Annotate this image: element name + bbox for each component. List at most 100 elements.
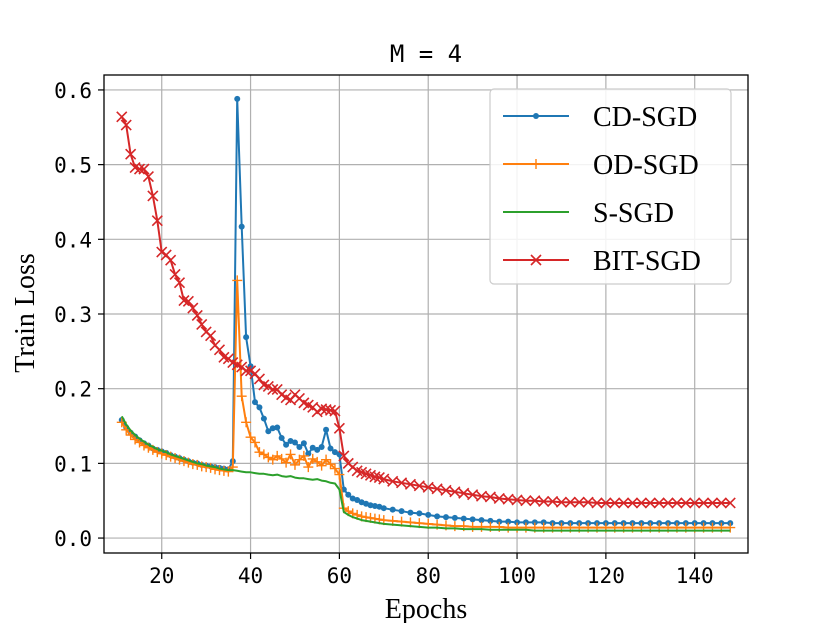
- data-point: [514, 519, 521, 526]
- data-point: [314, 446, 321, 453]
- data-point: [404, 478, 417, 490]
- legend-label: BIT-SGD: [593, 246, 701, 277]
- data-point: [281, 457, 292, 468]
- x-tick-label: 120: [587, 564, 625, 588]
- data-point: [469, 516, 476, 523]
- data-point: [540, 519, 547, 526]
- legend-marker: [533, 113, 539, 119]
- data-point: [378, 473, 390, 485]
- data-point: [706, 497, 719, 509]
- data-point: [178, 456, 189, 467]
- data-point: [476, 521, 487, 532]
- data-point: [503, 522, 514, 533]
- data-point: [380, 505, 387, 512]
- data-point: [138, 163, 150, 175]
- data-point: [252, 399, 259, 406]
- data-point: [467, 521, 478, 532]
- data-point: [434, 513, 441, 520]
- data-point: [345, 491, 352, 498]
- data-point: [289, 459, 300, 470]
- data-point: [689, 497, 701, 509]
- data-point: [398, 508, 405, 515]
- data-point: [323, 426, 330, 433]
- legend-label: CD-SGD: [593, 102, 697, 133]
- ticks: 20 40 60 80 100 120 140 0.0 0.1 0.2 0.3 0.4 0.5 0.6: [54, 79, 714, 588]
- data-point: [298, 450, 309, 461]
- data-point: [502, 493, 514, 505]
- data-point: [321, 454, 332, 465]
- legend-marker: [530, 254, 542, 266]
- data-point: [538, 495, 550, 508]
- y-tick-label: 0.3: [54, 303, 92, 327]
- data-point: [183, 457, 194, 468]
- data-point: [260, 415, 267, 422]
- data-point: [329, 463, 340, 474]
- data-point: [133, 163, 146, 175]
- legend-label: OD-SGD: [593, 150, 699, 181]
- series-s-sgd: [120, 415, 731, 532]
- data-point: [316, 460, 327, 471]
- data-point: [626, 497, 639, 509]
- data-point: [422, 481, 434, 493]
- data-point: [389, 506, 396, 513]
- data-point: [725, 522, 736, 533]
- data-point: [478, 517, 485, 524]
- data-point: [205, 330, 217, 342]
- data-point: [653, 497, 665, 509]
- data-point: [120, 119, 132, 131]
- data-point: [303, 462, 314, 473]
- data-point: [724, 497, 736, 509]
- data-point: [522, 519, 529, 526]
- data-point: [174, 454, 185, 465]
- data-point: [520, 522, 531, 533]
- data-point: [187, 459, 198, 470]
- data-point: [191, 309, 203, 322]
- data-point: [715, 497, 727, 509]
- data-point: [334, 469, 345, 480]
- data-point: [173, 277, 186, 289]
- data-point: [493, 492, 505, 505]
- data-point: [178, 294, 190, 307]
- y-tick-label: 0.1: [54, 452, 92, 476]
- data-point: [240, 365, 252, 377]
- legend-item: BIT-SGD: [503, 246, 701, 277]
- x-tick-label: 20: [149, 564, 174, 588]
- data-point: [267, 383, 279, 395]
- data-point: [318, 443, 325, 450]
- data-point: [407, 509, 414, 516]
- data-point: [475, 490, 488, 502]
- data-point: [564, 496, 576, 508]
- data-point: [256, 404, 263, 411]
- data-point: [182, 295, 194, 307]
- legend-label: S-SGD: [593, 198, 674, 229]
- series-layer: [116, 95, 736, 533]
- data-point: [265, 428, 272, 435]
- data-point: [635, 497, 647, 509]
- data-point: [116, 111, 128, 123]
- data-point: [333, 422, 345, 434]
- data-point: [263, 452, 274, 463]
- data-point: [250, 437, 261, 448]
- data-point: [151, 215, 163, 227]
- data-point: [305, 450, 312, 457]
- data-point: [662, 497, 674, 509]
- x-axis-label: Epochs: [385, 594, 467, 623]
- data-point: [467, 489, 479, 501]
- data-point: [300, 440, 307, 447]
- legend: CD-SGD OD-SGD S-SGD BIT-SGD: [489, 88, 732, 285]
- data-point: [529, 495, 541, 507]
- data-point: [278, 434, 285, 441]
- data-point: [291, 439, 298, 446]
- series-line: [120, 415, 731, 532]
- x-tick-label: 60: [327, 564, 352, 588]
- grid: [104, 75, 748, 553]
- data-point: [331, 449, 338, 456]
- legend-item: OD-SGD: [503, 150, 699, 181]
- data-point: [169, 268, 181, 280]
- data-point: [547, 495, 559, 508]
- legend-marker: [531, 159, 541, 169]
- data-point: [555, 496, 568, 508]
- data-point: [320, 404, 332, 416]
- data-point: [243, 334, 250, 341]
